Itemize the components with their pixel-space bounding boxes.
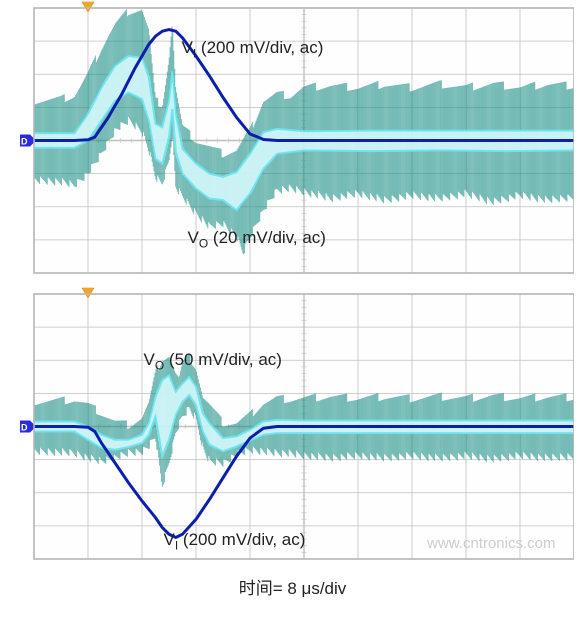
svg-text:D: D bbox=[21, 423, 28, 433]
bottom-oscilloscope-plot: D bbox=[12, 286, 574, 566]
top-plot-container: D VI (200 mV/div, ac) VO (20 mV/div, ac) bbox=[12, 0, 574, 280]
top-oscilloscope-plot: D bbox=[12, 0, 574, 280]
time-caption: 时间= 8 μs/div bbox=[0, 574, 585, 599]
oscilloscope-figure: D VI (200 mV/div, ac) VO (20 mV/div, ac)… bbox=[0, 0, 585, 599]
bottom-plot-container: D VO (50 mV/div, ac) VI (200 mV/div, ac)… bbox=[12, 286, 574, 566]
svg-text:D: D bbox=[21, 137, 28, 147]
